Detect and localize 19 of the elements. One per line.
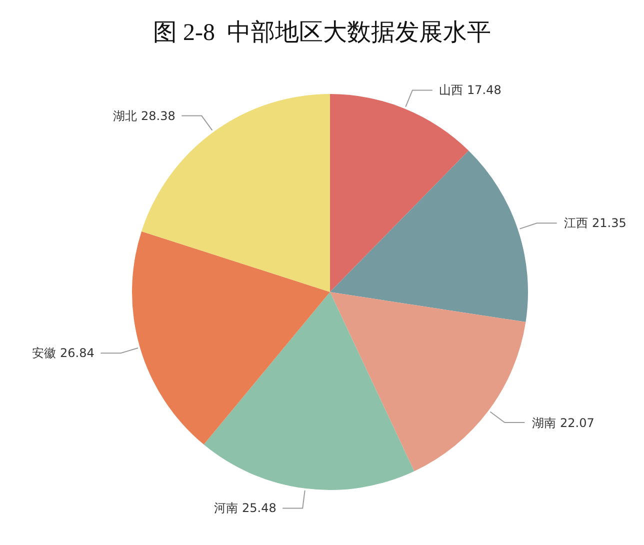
slice-label: 江西	[564, 216, 588, 230]
pie-slice	[132, 231, 330, 445]
slice-label: 河南	[214, 501, 238, 515]
data-label: 26.84	[60, 346, 94, 360]
slice-label: 山西	[439, 83, 463, 97]
chart-title: 图 2-8 中部地区大数据发展水平	[153, 19, 491, 46]
pie-slice	[142, 94, 330, 292]
pie-slice	[330, 292, 526, 472]
pie-slice	[330, 150, 528, 322]
slice-label: 湖北	[113, 109, 137, 123]
slice-label: 安徽	[32, 346, 56, 360]
data-label: 28.38	[141, 109, 176, 123]
pie-slice	[204, 292, 414, 490]
data-label: 17.48	[467, 83, 502, 97]
data-label: 22.07	[560, 416, 594, 430]
data-label: 21.35	[592, 216, 626, 230]
data-label: 25.48	[242, 501, 276, 515]
pie-slice	[330, 94, 469, 292]
slice-label: 湖南	[532, 416, 556, 430]
